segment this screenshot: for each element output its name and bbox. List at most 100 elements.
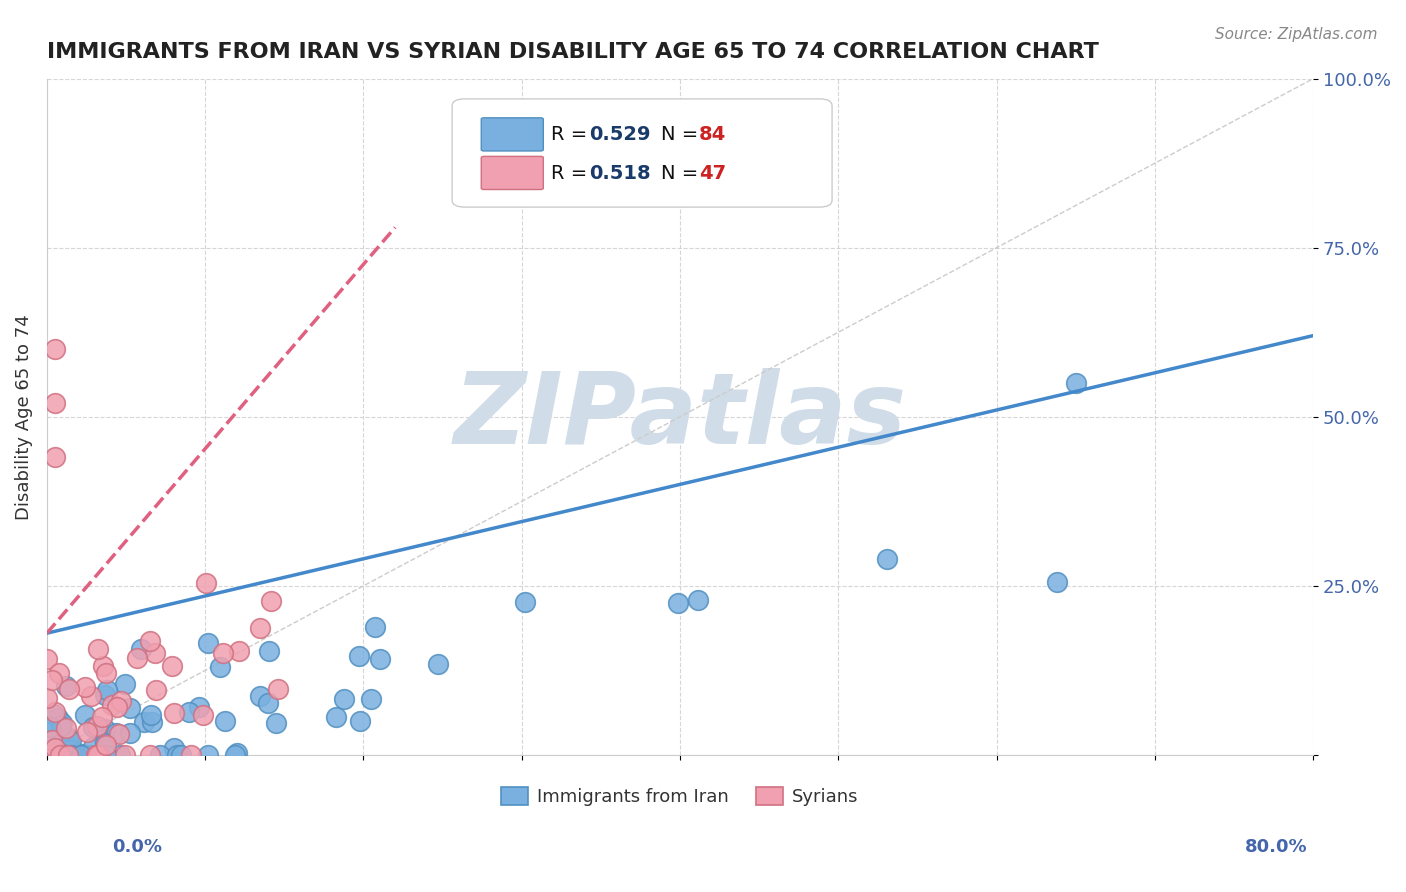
Point: [65, 747, 87, 762]
Point: [94, 747, 117, 762]
Point: [37, 652, 59, 666]
Point: [48, 666, 70, 681]
Point: [84, 747, 107, 762]
Point: [131, 641, 153, 656]
Point: [51, 716, 73, 731]
Point: [134, 714, 156, 729]
Point: [264, 715, 287, 730]
Point: [107, 726, 129, 740]
Point: [73, 680, 96, 694]
Text: N =: N =: [661, 125, 704, 144]
Point: [91, 659, 114, 673]
Text: 0.0%: 0.0%: [112, 838, 163, 856]
Point: [44, 747, 66, 762]
Point: [224, 747, 246, 762]
Point: [110, 694, 132, 708]
Point: [58, 747, 80, 762]
Point: [214, 714, 236, 729]
Point: [94, 747, 117, 762]
Point: [80, 690, 103, 704]
Point: [257, 644, 280, 658]
Point: [197, 636, 219, 650]
Point: [94, 747, 117, 762]
Point: [360, 692, 382, 706]
Point: [267, 682, 290, 697]
Point: [37, 690, 59, 705]
Point: [349, 714, 371, 728]
Point: [59, 742, 82, 756]
Point: [56, 747, 79, 762]
Point: [114, 677, 136, 691]
Point: [105, 699, 128, 714]
Point: [69, 747, 91, 762]
Point: [76, 725, 98, 739]
FancyBboxPatch shape: [453, 99, 832, 207]
Point: [349, 649, 371, 664]
Point: [41, 732, 63, 747]
Point: [211, 646, 233, 660]
Point: [87, 747, 110, 762]
Text: 0.518: 0.518: [589, 164, 651, 183]
Point: [46, 747, 69, 762]
Point: [118, 725, 141, 739]
Point: [191, 708, 214, 723]
Point: [125, 651, 148, 665]
Point: [44, 450, 66, 465]
Point: [368, 652, 391, 666]
Point: [139, 747, 162, 762]
Point: [114, 747, 136, 762]
Point: [120, 701, 142, 715]
Point: [59, 739, 82, 754]
Text: 47: 47: [699, 164, 727, 183]
Point: [426, 657, 449, 672]
Point: [96, 683, 118, 698]
Point: [149, 747, 172, 762]
Point: [42, 747, 65, 762]
Point: [41, 673, 63, 688]
Point: [139, 634, 162, 648]
Point: [83, 747, 105, 762]
Point: [108, 747, 131, 762]
Point: [139, 708, 162, 723]
Point: [58, 682, 80, 697]
Point: [141, 715, 163, 730]
Point: [166, 747, 188, 762]
Point: [209, 660, 232, 674]
Point: [44, 342, 66, 356]
Point: [333, 691, 356, 706]
Point: [226, 746, 249, 760]
Point: [163, 706, 186, 721]
Point: [325, 709, 347, 723]
Point: [94, 723, 117, 737]
Text: ZIPatlas: ZIPatlas: [454, 368, 907, 466]
Text: 80.0%: 80.0%: [1244, 838, 1308, 856]
Point: [39, 747, 62, 762]
Point: [49, 746, 72, 760]
FancyBboxPatch shape: [481, 156, 543, 189]
Point: [104, 726, 127, 740]
Point: [93, 736, 115, 750]
Point: [44, 740, 66, 755]
Point: [59, 733, 82, 747]
Y-axis label: Disability Age 65 to 74: Disability Age 65 to 74: [15, 314, 32, 520]
Point: [257, 696, 280, 710]
Point: [58, 731, 80, 745]
Point: [82, 739, 104, 754]
Point: [39, 747, 62, 762]
Point: [48, 747, 70, 762]
Point: [79, 747, 101, 762]
Point: [44, 705, 66, 719]
Text: 84: 84: [699, 125, 727, 144]
Point: [170, 747, 193, 762]
Text: R =: R =: [551, 125, 593, 144]
Point: [1046, 574, 1069, 589]
Point: [87, 642, 110, 657]
Point: [94, 666, 117, 681]
Point: [86, 719, 108, 733]
Point: [197, 747, 219, 762]
Text: R =: R =: [551, 164, 593, 183]
Legend: Immigrants from Iran, Syrians: Immigrants from Iran, Syrians: [494, 780, 866, 814]
Text: 0.529: 0.529: [589, 125, 651, 144]
Point: [45, 747, 67, 762]
Point: [187, 699, 209, 714]
